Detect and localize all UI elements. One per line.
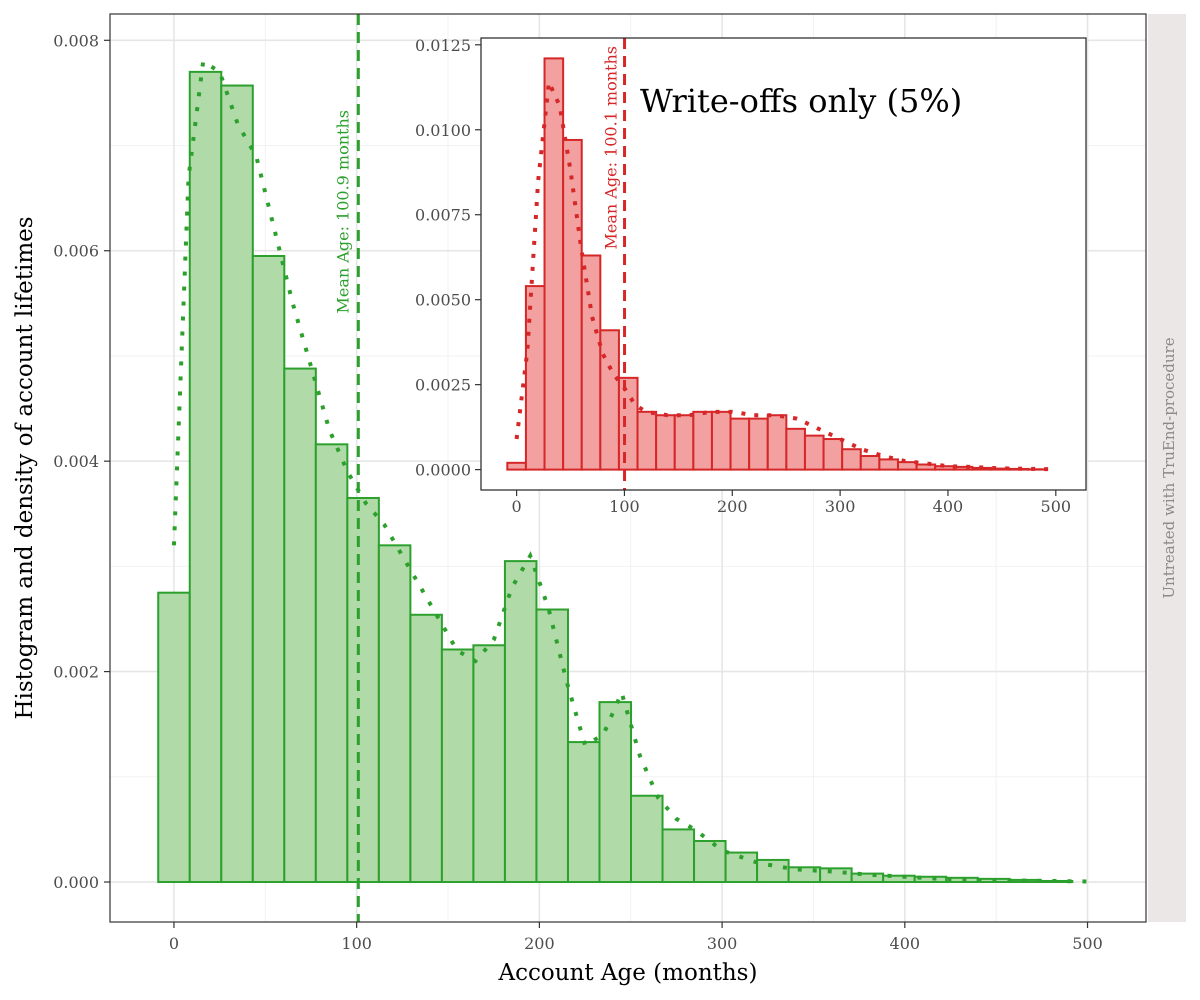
histogram-bar: [283, 367, 317, 884]
histogram-bar: [377, 544, 412, 884]
inset-histogram-bar: [803, 434, 825, 471]
x-tick-label: 0: [169, 934, 179, 953]
inset-x-axis: 0 100 200 300 400 500: [511, 490, 1071, 516]
inset-y-tick-label: 0.0000: [415, 461, 471, 480]
histogram-bar: [472, 644, 506, 884]
facet-strip: Untreated with TruEnd-procedure: [1148, 14, 1186, 922]
histogram-bar: [598, 701, 633, 884]
histogram-bar: [756, 858, 790, 884]
inset-x-tick-label: 400: [933, 497, 964, 516]
histogram-bar: [661, 828, 696, 884]
histogram-bar: [819, 867, 853, 884]
main-density-curve: [171, 57, 1088, 884]
inset-histogram-bar: [934, 465, 955, 471]
inset-x-tick-label: 300: [825, 497, 856, 516]
inset-x-tick-label: 500: [1041, 497, 1072, 516]
main-mean-label: Mean Age: 100.9 months: [333, 110, 352, 313]
inset-y-tick-label: 0.0050: [415, 291, 471, 310]
inset-histogram-bar: [841, 448, 862, 471]
facet-strip-label: Untreated with TruEnd-procedure: [1160, 337, 1178, 598]
inset-x-tick-label: 100: [609, 497, 640, 516]
x-tick-label: 400: [890, 934, 921, 953]
x-tick-label: 300: [707, 934, 738, 953]
x-tick-label: 200: [524, 934, 555, 953]
inset-histogram-bar: [580, 254, 602, 471]
y-tick-label: 0.000: [53, 873, 99, 892]
histogram-bar: [630, 794, 664, 884]
inset-histogram-bar: [692, 410, 713, 471]
inset-histogram-bar: [729, 417, 751, 471]
histogram-bar: [693, 839, 727, 884]
main-y-axis: 0.000 0.002 0.004 0.006 0.008: [53, 31, 110, 892]
main-panel-border: [109, 13, 1147, 923]
inset-title: Write-offs only (5%): [640, 82, 962, 120]
inset-histogram-bar: [506, 461, 527, 471]
inset-histogram-bar: [673, 414, 695, 471]
histogram-bar: [409, 613, 443, 884]
histogram-bar: [850, 872, 885, 884]
inset-bars: [506, 57, 1048, 471]
inset-histogram-bar: [710, 410, 732, 471]
x-tick-label: 100: [341, 934, 372, 953]
inset-histogram-bar: [878, 458, 899, 471]
inset-histogram-bar: [599, 329, 620, 471]
main-x-axis: 0 100 200 300 400 500: [169, 922, 1103, 953]
inset-x-tick-label: 200: [717, 497, 748, 516]
histogram-bar: [157, 591, 191, 884]
facet-strip-background: [1148, 14, 1186, 922]
histogram-bar: [346, 496, 380, 884]
inset-y-axis: 0.0000 0.0025 0.0050 0.0075 0.0100 0.0125: [415, 36, 481, 480]
histogram-bar: [188, 70, 223, 884]
inset-histogram-bar: [915, 463, 937, 471]
inset-y-tick-label: 0.0125: [415, 36, 471, 55]
inset-y-tick-label: 0.0075: [415, 206, 471, 225]
inset-histogram-bar: [896, 461, 918, 471]
inset-panel-border: [480, 37, 1087, 491]
inset-histogram-bar: [636, 410, 658, 471]
y-tick-label: 0.008: [53, 31, 99, 50]
inset-histogram-bar: [748, 417, 769, 471]
inset-histogram-bar: [766, 414, 788, 471]
x-tick-label: 500: [1072, 934, 1103, 953]
histogram-bar: [566, 741, 601, 884]
y-tick-label: 0.006: [53, 242, 99, 261]
inset-histogram-bar: [543, 57, 565, 471]
inset-histogram-bar: [785, 427, 806, 471]
histogram-bar: [503, 560, 538, 884]
inset-histogram-bar: [524, 285, 546, 471]
histogram-bar: [314, 443, 349, 884]
inset-y-tick-label: 0.0100: [415, 121, 471, 140]
histogram-bar: [220, 84, 254, 884]
histogram-bar: [251, 254, 286, 884]
main-bars: [157, 70, 1074, 884]
inset-y-tick-label: 0.0025: [415, 376, 471, 395]
inset-x-tick-label: 0: [511, 497, 521, 516]
y-axis-label: Histogram and density of account lifetim…: [12, 216, 38, 719]
inset-histogram-bar: [859, 455, 881, 471]
y-tick-label: 0.002: [53, 663, 99, 682]
y-tick-label: 0.004: [53, 452, 99, 471]
histogram-bar: [440, 648, 475, 884]
x-axis-label: Account Age (months): [498, 960, 758, 986]
inset-histogram-bar: [655, 414, 676, 471]
inset-panel: Mean Age: 100.1 months Write-offs only (…: [415, 36, 1087, 516]
inset-histogram-bar: [617, 376, 639, 471]
inset-histogram-bar: [822, 438, 844, 471]
histogram-bar: [535, 608, 569, 884]
inset-mean-label: Mean Age: 100.1 months: [602, 46, 621, 249]
